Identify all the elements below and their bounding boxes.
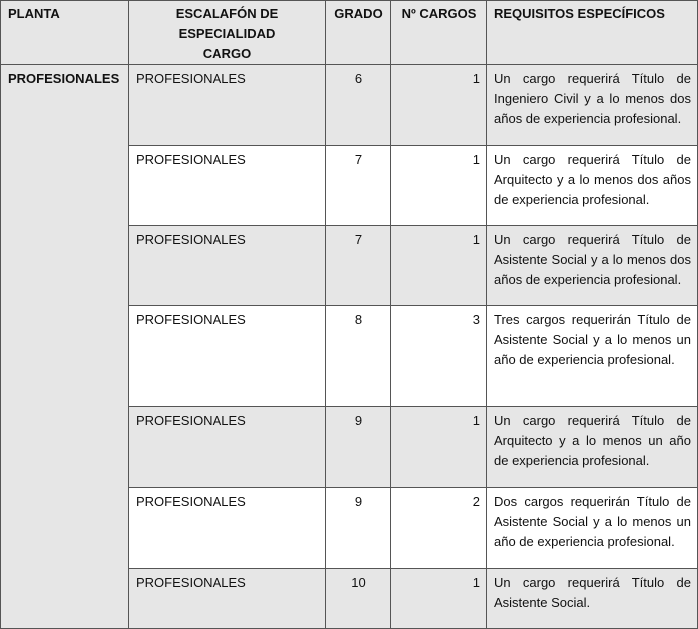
table-row: PROFESIONALES PROFESIONALES 6 1 Un cargo req… — [0, 64, 698, 629]
cargos-cell: 1 — [390, 64, 487, 146]
cargos-cell: 3 — [390, 305, 487, 407]
header-planta: PLANTA — [0, 0, 129, 65]
escalafon-cell: PROFESIONALES — [128, 406, 326, 488]
table-row: PROFESIONALES 9 1 Un cargo requerirá Título… — [1, 406, 698, 488]
cargos-cell: 1 — [390, 406, 487, 488]
grado-cell: 7 — [325, 145, 391, 226]
requisitos-cell: Un cargo requerirá Título de Asistente S… — [486, 568, 698, 629]
grado-cell: 6 — [325, 64, 391, 146]
requisitos-cell: Tres cargos requerirán Título de Asisten… — [486, 305, 698, 407]
header-requisitos: REQUISITOS ESPECÍFICOS — [486, 0, 698, 65]
requisitos-cell: Un cargo requerirá Título de Ingeniero C… — [486, 64, 698, 146]
table-row: PROFESIONALES 7 1 Un cargo requerirá Título… — [1, 225, 698, 306]
cargos-cell: 2 — [390, 487, 487, 569]
requisitos-cell: Un cargo requerirá Título de Asistente S… — [486, 225, 698, 306]
cargos-cell: 1 — [390, 145, 487, 226]
escalafon-cell: PROFESIONALES — [128, 145, 326, 226]
header-row: PLANTA ESCALAFÓN DE ESPECIALIDAD CARGO G… — [0, 0, 698, 65]
table-row: PROFESIONALES 8 3 Tres cargos requerirán Tí… — [1, 305, 698, 407]
table-row: PROFESIONALES 7 1 Un cargo requerirá Título… — [1, 145, 698, 226]
planta-cell: PROFESIONALES — [0, 64, 129, 629]
table-row: PROFESIONALES 10 1 Un cargo requerirá Títul… — [1, 568, 698, 629]
requisitos-cell: Un cargo requerirá Título de Arquitecto … — [486, 145, 698, 226]
table-row: PROFESIONALES 9 2 Dos cargos requerirán Tít… — [1, 487, 698, 569]
header-escalafon: ESCALAFÓN DE ESPECIALIDAD CARGO — [128, 0, 326, 65]
header-cargos: Nº CARGOS — [390, 0, 487, 65]
header-grado: GRADO — [325, 0, 391, 65]
requisitos-cell: Un cargo requerirá Título de Arquitecto … — [486, 406, 698, 488]
escalafon-cell: PROFESIONALES — [128, 487, 326, 569]
grado-cell: 10 — [325, 568, 391, 629]
grado-cell: 9 — [325, 487, 391, 569]
cargos-cell: 1 — [390, 568, 487, 629]
cargos-cell: 1 — [390, 225, 487, 306]
escalafon-cell: PROFESIONALES — [128, 225, 326, 306]
requisitos-cell: Dos cargos requerirán Título de Asistent… — [486, 487, 698, 569]
grado-cell: 9 — [325, 406, 391, 488]
grado-cell: 8 — [325, 305, 391, 407]
escalafon-cell: PROFESIONALES — [128, 64, 326, 146]
grado-cell: 7 — [325, 225, 391, 306]
escalafon-cell: PROFESIONALES — [128, 568, 326, 629]
escalafon-cell: PROFESIONALES — [128, 305, 326, 407]
